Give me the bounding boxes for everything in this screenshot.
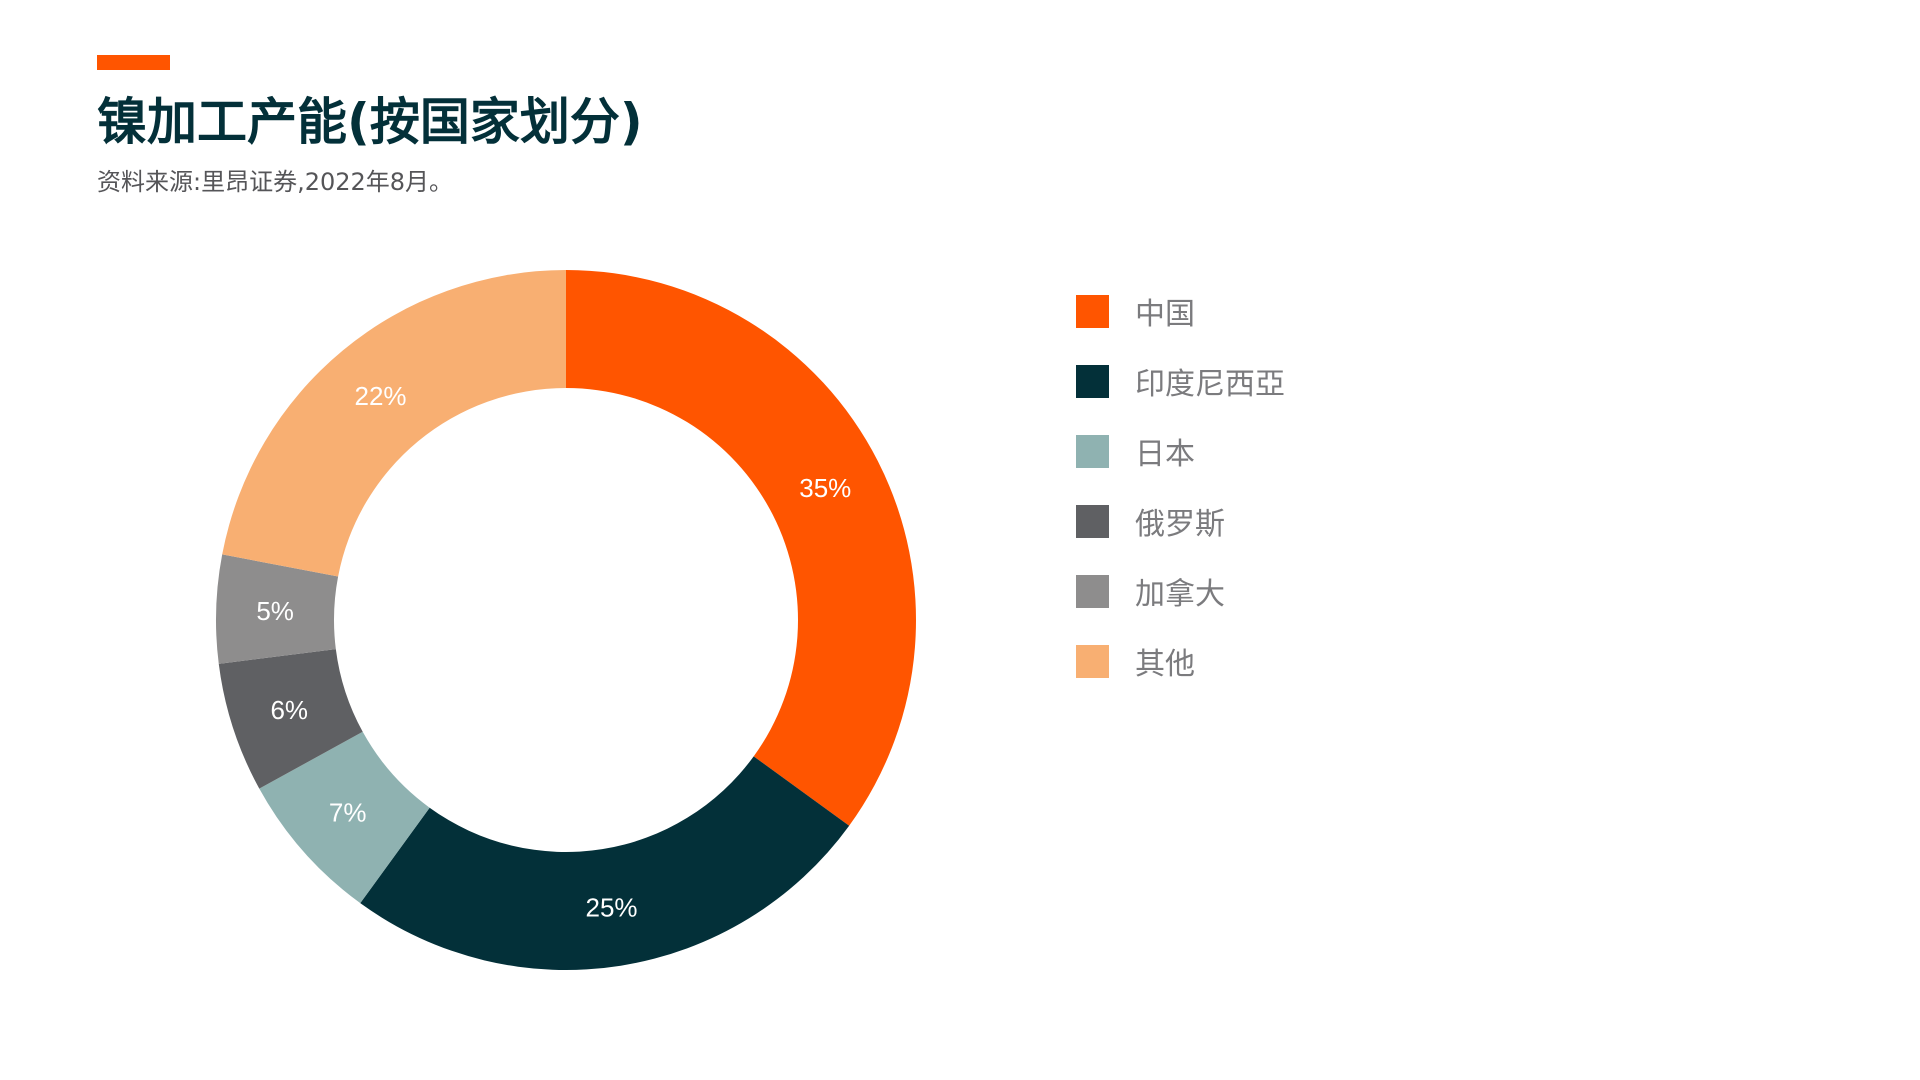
slice-data-label-0: 35%	[799, 473, 851, 503]
legend-label: 俄罗斯	[1135, 507, 1225, 542]
legend-label: 加拿大	[1135, 577, 1225, 612]
legend-item-1: 印度尼西亞	[1076, 346, 1285, 416]
slice-data-label-2: 7%	[329, 797, 367, 827]
slice-data-label-5: 22%	[354, 381, 406, 411]
legend-item-3: 俄罗斯	[1076, 486, 1285, 556]
legend-item-5: 其他	[1076, 626, 1285, 696]
legend-swatch	[1076, 644, 1109, 678]
legend-swatch	[1076, 574, 1109, 608]
donut-slices	[216, 269, 916, 970]
donut-slice-5	[222, 269, 566, 577]
donut-slice-4	[216, 554, 339, 664]
legend-swatch	[1076, 504, 1109, 538]
legend-label: 印度尼西亞	[1135, 367, 1285, 402]
donut-slice-0	[566, 270, 916, 826]
donut-slice-1	[360, 756, 850, 970]
donut-labels: 35% 25% 7% 6% 5% 22%	[256, 381, 851, 923]
donut-chart: 35% 25% 7% 6% 5% 22%	[216, 269, 916, 970]
donut-slice-3	[218, 649, 363, 789]
legend-item-4: 加拿大	[1076, 556, 1285, 626]
legend-swatch	[1076, 364, 1109, 398]
legend-label: 日本	[1135, 437, 1195, 472]
legend-label: 其他	[1135, 647, 1195, 682]
slice-data-label-1: 25%	[585, 892, 637, 922]
donut-slice-2	[259, 731, 430, 904]
slice-data-label-4: 5%	[256, 596, 294, 626]
legend-swatch	[1076, 434, 1109, 468]
legend-item-0: 中国	[1076, 276, 1285, 346]
slice-data-label-3: 6%	[270, 695, 308, 725]
legend-label: 中国	[1135, 297, 1195, 332]
legend-item-2: 日本	[1076, 416, 1285, 486]
chart-title: 镍加工产能(按国家划分)	[97, 93, 643, 151]
chart-legend: 中国印度尼西亞日本俄罗斯加拿大其他	[1076, 276, 1285, 696]
chart-source-note: 资料来源:里昂证券,2022年8月。	[97, 168, 454, 196]
title-accent-bar	[97, 55, 170, 70]
legend-swatch	[1076, 294, 1109, 328]
